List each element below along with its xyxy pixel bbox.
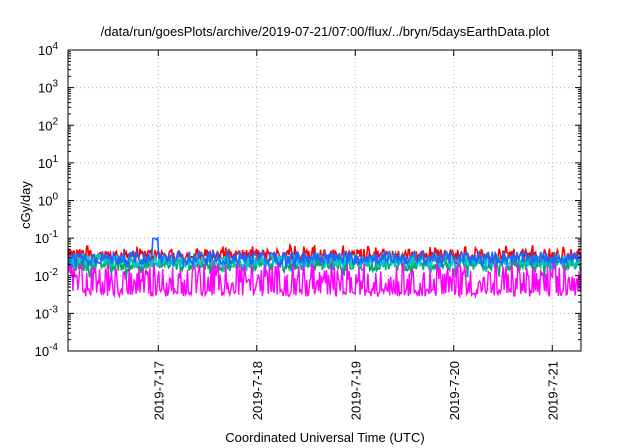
chart-title: /data/run/goesPlots/archive/2019-07-21/0… [101, 24, 550, 39]
series-line [67, 235, 582, 269]
x-tick-label: 2019-7-21 [545, 361, 560, 420]
y-tick-label: 104 [38, 41, 58, 58]
x-tick-label: 2019-7-20 [447, 361, 462, 420]
y-tick-label: 10-4 [35, 342, 59, 359]
x-axis-label: Coordinated Universal Time (UTC) [225, 430, 424, 445]
x-tick-label: 2019-7-18 [250, 361, 265, 420]
y-tick-label: 100 [38, 192, 58, 209]
y-tick-label: 10-2 [35, 267, 59, 284]
series-layer [67, 235, 582, 299]
grid [68, 50, 581, 351]
y-axis-label: cGy/day [18, 181, 33, 229]
x-tick-label: 2019-7-19 [348, 361, 363, 420]
x-axis: 2019-7-17 2019-7-18 2019-7-19 2019-7-20 2019… [151, 50, 560, 420]
y-axis: 10-4 10-3 10-2 10-1 100 101 102 103 104 [35, 41, 581, 359]
y-tick-label: 103 [38, 79, 58, 96]
series-line [67, 261, 582, 299]
y-tick-label: 10-3 [35, 304, 59, 321]
x-tick-label: 2019-7-17 [151, 361, 166, 420]
y-tick-label: 101 [38, 154, 58, 171]
y-tick-label: 102 [38, 116, 58, 133]
y-tick-label: 10-1 [35, 229, 59, 246]
